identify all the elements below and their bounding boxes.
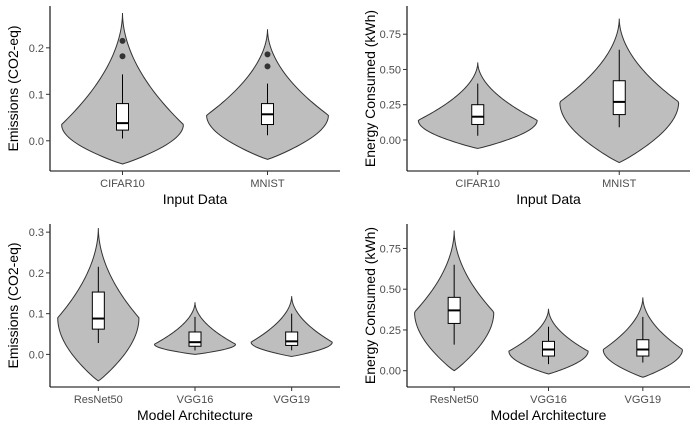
y-tick-label: 0.50 [380,284,401,296]
x-tick-label: MNIST [250,178,285,190]
y-tick-label: 0.00 [380,366,401,378]
iqr-box [285,331,299,346]
panel-2: 0.00 0.25 0.50 0.75 CIFAR10 MNIST Input Data En… [362,6,690,207]
y-tick-label: 0.2 [29,43,44,55]
panel-1: 0.0 0.1 0.2 CIFAR10 MNIST Input Data Emissions… [5,6,340,207]
y-tick-label: 0.3 [29,227,44,239]
y-tick-label: 0.1 [29,89,44,101]
y-axis-title: Energy Consumed (kWh) [362,10,378,167]
iqr-box [188,331,202,347]
iqr-box [612,80,626,116]
panel-3: 0.0 0.1 0.2 0.3 ResNet50 VGG16 VGG19 Model Arch… [5,224,340,423]
x-axis-title: Input Data [516,191,581,207]
y-tick-label: 0.25 [380,100,401,112]
iqr-box [636,339,650,357]
y-tick-label: 0.00 [380,135,401,147]
iqr-box [91,291,105,330]
panel-4: 0.00 0.25 0.50 0.75 ResNet50 VGG16 VGG19 Model … [362,224,690,423]
x-tick-label: CIFAR10 [100,178,145,190]
y-tick-label: 0.0 [29,136,44,148]
y-tick-label: 0.25 [380,325,401,337]
outlier-point [119,37,126,44]
iqr-box [116,103,129,131]
x-axis-title: Input Data [163,191,228,207]
y-tick-label: 0.50 [380,64,401,76]
x-tick-label: VGG19 [624,394,661,406]
y-tick-label: 0.2 [29,268,44,280]
x-tick-label: VGG19 [273,394,310,406]
y-axis-title: Emissions (CO2-eq) [5,242,21,368]
outlier-point [264,51,271,58]
outlier-point [264,63,271,70]
x-tick-label: VGG16 [177,394,214,406]
outlier-point [119,53,126,60]
x-axis-title: Model Architecture [137,407,253,423]
y-tick-label: 0.75 [380,29,401,41]
x-tick-label: CIFAR10 [455,178,500,190]
y-axis-title: Energy Consumed (kWh) [362,227,378,384]
x-axis-title: Model Architecture [491,407,607,423]
x-tick-label: MNIST [602,178,637,190]
x-tick-label: ResNet50 [430,394,479,406]
x-tick-label: ResNet50 [74,394,123,406]
y-tick-label: 0.1 [29,309,44,321]
iqr-box [471,104,485,125]
y-axis-title: Emissions (CO2-eq) [5,25,21,151]
y-tick-label: 0.0 [29,349,44,361]
y-tick-label: 0.75 [380,243,401,255]
x-tick-label: VGG16 [530,394,567,406]
